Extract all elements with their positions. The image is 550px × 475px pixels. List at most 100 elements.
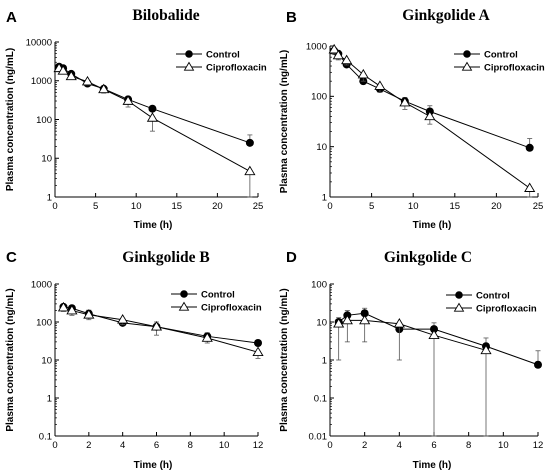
y-tick-label: 100 — [36, 317, 52, 328]
x-axis-label: Time (h) — [134, 220, 173, 231]
y-axis-label: Plasma concentration (ng/mL) — [279, 288, 290, 431]
legend-label: Control — [201, 290, 235, 301]
y-tick-label: 1000 — [31, 76, 52, 87]
legend-label: Ciprofloxacin — [476, 304, 537, 315]
data-point — [480, 344, 492, 355]
x-tick-label: 4 — [397, 440, 402, 451]
panel-label: C — [6, 249, 17, 266]
chart-title: Ginkgolide B — [122, 249, 209, 266]
data-point — [66, 304, 78, 315]
x-tick-label: 12 — [533, 440, 544, 451]
x-tick-label: 6 — [431, 440, 436, 451]
legend-marker — [461, 61, 473, 71]
y-tick-label: 10 — [316, 142, 327, 153]
data-point — [252, 346, 264, 357]
y-tick-label: 100 — [311, 92, 327, 103]
legend-label: Ciprofloxacin — [206, 63, 267, 74]
x-tick-label: 2 — [86, 440, 91, 451]
data-point — [98, 83, 110, 94]
data-point — [328, 43, 340, 54]
legend-label: Control — [484, 50, 518, 61]
x-axis-label: Time (h) — [413, 220, 452, 231]
data-point — [524, 182, 536, 192]
chart-title: Bilobalide — [132, 7, 199, 24]
x-tick-label: 2 — [362, 440, 367, 451]
data-point — [525, 143, 534, 152]
data-point — [254, 339, 262, 348]
y-tick-label: 1000 — [306, 41, 327, 52]
x-tick-label: 5 — [93, 201, 98, 212]
legend-marker — [463, 50, 471, 58]
x-tick-label: 10 — [131, 201, 142, 212]
panel-label: B — [286, 9, 297, 26]
data-point — [534, 360, 542, 369]
legend-label: Control — [206, 50, 240, 61]
x-tick-label: 8 — [188, 440, 193, 451]
data-point — [146, 112, 159, 122]
data-point — [333, 318, 345, 328]
y-tick-label: 1 — [322, 355, 327, 366]
x-axis-label: Time (h) — [413, 460, 452, 471]
legend: Control Ciprofloxacin — [176, 50, 267, 74]
data-point — [341, 314, 353, 325]
series-line — [338, 319, 487, 351]
x-tick-label: 10 — [498, 440, 509, 451]
data-point — [148, 104, 157, 113]
legend-marker — [185, 50, 193, 58]
x-tick-label: 25 — [533, 201, 544, 212]
data-point — [430, 325, 438, 334]
data-point — [117, 314, 129, 324]
y-tick-label: 10 — [41, 355, 52, 366]
y-tick-label: 100 — [311, 279, 327, 290]
legend-marker — [178, 301, 190, 311]
data-point — [150, 321, 163, 331]
data-point — [428, 329, 440, 339]
x-tick-label: 6 — [154, 440, 159, 451]
data-point — [399, 96, 411, 107]
legend: Control Ciprofloxacin — [454, 50, 545, 74]
data-point — [341, 54, 353, 65]
y-tick-label: 10 — [41, 154, 52, 165]
panel-label: A — [6, 9, 17, 26]
x-tick-label: 12 — [253, 440, 264, 451]
series-ciprofloxacin — [57, 301, 264, 359]
y-tick-label: 100 — [36, 115, 52, 126]
y-tick-label: 0.1 — [314, 393, 327, 404]
data-point — [332, 49, 344, 60]
x-tick-label: 0 — [52, 201, 57, 212]
y-tick-label: 1 — [47, 393, 52, 404]
series-control — [55, 62, 254, 147]
x-tick-label: 20 — [212, 201, 223, 212]
y-tick-label: 10 — [316, 317, 327, 328]
legend-marker — [455, 291, 463, 299]
data-point — [357, 68, 369, 79]
data-point — [122, 95, 134, 105]
legend-label: Ciprofloxacin — [201, 303, 262, 314]
y-tick-label: 10000 — [26, 37, 52, 48]
y-tick-label: 0.01 — [309, 431, 328, 442]
legend-marker — [180, 290, 188, 298]
data-point — [359, 314, 371, 325]
panel-c: C Ginkgolide B 0.1 1 10 100 1000 0 2 4 6 8 10 12 Time … — [5, 249, 264, 471]
y-tick-label: 0.1 — [39, 431, 52, 442]
legend-label: Ciprofloxacin — [484, 63, 545, 74]
x-tick-label: 0 — [327, 440, 332, 451]
panel-b: B Ginkgolide A 1 10 100 1000 0 5 10 15 20 25 Time (h… — [279, 7, 545, 231]
x-tick-label: 8 — [466, 440, 471, 451]
data-point — [83, 309, 95, 319]
panel-label: D — [286, 249, 297, 266]
y-axis-label: Plasma concentration (ng/mL) — [279, 50, 290, 193]
x-tick-label: 0 — [327, 201, 332, 212]
legend-marker — [453, 302, 465, 312]
x-tick-label: 15 — [450, 201, 461, 212]
panel-a: A Bilobalide 1 10 100 1000 10000 0 5 10 15 20 25 Time… — [5, 7, 267, 231]
x-tick-label: 4 — [120, 440, 125, 451]
legend-marker — [183, 61, 195, 71]
y-tick-label: 1000 — [31, 279, 52, 290]
y-axis-label: Plasma concentration (ng/mL) — [5, 288, 16, 431]
x-tick-label: 15 — [172, 201, 183, 212]
legend: Control Ciprofloxacin — [171, 290, 262, 314]
x-tick-label: 5 — [369, 201, 374, 212]
x-tick-label: 10 — [219, 440, 230, 451]
legend: Control Ciprofloxacin — [446, 291, 537, 315]
